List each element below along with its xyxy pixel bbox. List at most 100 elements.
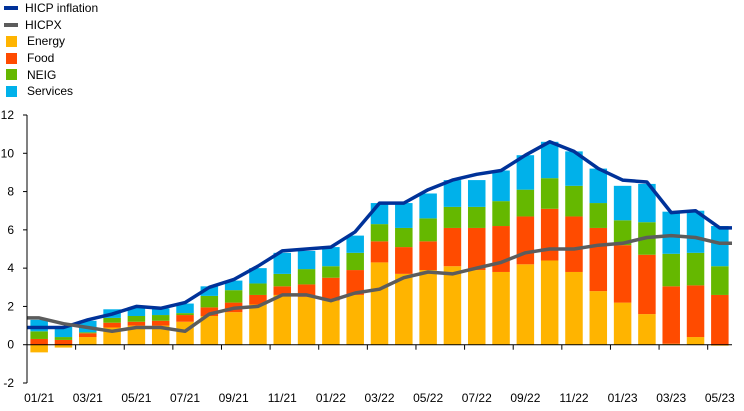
bar-neig	[370, 224, 389, 242]
bar-energy	[127, 325, 146, 345]
bar-neig	[249, 283, 267, 295]
bar-energy	[492, 271, 510, 345]
bar-food	[322, 277, 340, 301]
bar-neig	[419, 218, 437, 242]
bar-services	[176, 303, 194, 314]
bar-food	[30, 338, 48, 345]
legend-swatch	[4, 22, 18, 27]
legend-label: HICPX	[25, 17, 62, 32]
bar-services	[249, 268, 267, 284]
x-tick-label: 03/21	[73, 391, 103, 405]
x-tick-label: 01/22	[316, 391, 346, 405]
bar-food	[686, 285, 705, 338]
y-tick-label: 8	[7, 185, 14, 199]
x-tick-label: 07/22	[462, 391, 492, 405]
bar-food	[127, 321, 146, 326]
bar-services	[492, 170, 510, 202]
bar-services	[30, 319, 48, 332]
bar-energy	[151, 325, 170, 345]
y-tick-labels: -2 0 2 4 6 8 10 12	[1, 108, 15, 390]
bar-food	[443, 227, 462, 267]
bar-services	[273, 252, 292, 274]
bar-food	[516, 216, 535, 265]
bar-neig	[395, 227, 413, 248]
bar-services	[200, 286, 219, 296]
x-tick-labels: 01/21 03/21 05/21 07/21 09/21 11/21 01/22 03/22…	[24, 391, 735, 405]
bar-neig	[516, 189, 535, 217]
x-tick-label: 09/21	[219, 391, 249, 405]
legend-label: Food	[27, 51, 55, 66]
bar-neig	[662, 253, 680, 287]
line-hicp-inflation	[27, 140, 732, 330]
bar-food	[565, 216, 583, 272]
x-tick-label: 11/22	[559, 391, 588, 405]
bar-energy	[370, 262, 389, 345]
bar-services	[467, 180, 486, 207]
bar-services	[516, 155, 535, 190]
x-tick-label: 05/21	[121, 391, 151, 405]
legend-swatch	[4, 6, 18, 11]
bar-energy	[79, 337, 97, 345]
legend-label: Energy	[27, 34, 66, 49]
bar-services	[346, 235, 364, 253]
bar-food	[419, 241, 437, 271]
bar-neig	[79, 332, 97, 334]
y-tick-label: 10	[1, 146, 15, 160]
bar-food	[103, 322, 121, 328]
bar-energy	[297, 296, 316, 345]
bar-energy	[516, 264, 535, 345]
bar-food	[273, 286, 292, 295]
bar-food	[54, 339, 73, 345]
bar-food	[151, 320, 170, 326]
legend-item-food: Food	[4, 50, 98, 67]
bar-services	[370, 203, 389, 225]
bar-neig	[346, 252, 364, 271]
bar-energy	[273, 294, 292, 345]
bar-energy	[200, 316, 219, 345]
bar-energy	[30, 344, 48, 353]
x-tick-label: 03/22	[364, 391, 394, 405]
bar-food	[79, 333, 97, 338]
axes	[23, 114, 732, 384]
bar-neig	[467, 206, 486, 228]
legend-item-hicp-inflation: HICP inflation	[4, 0, 98, 17]
y-tick-label: 12	[1, 108, 15, 122]
bar-energy	[589, 291, 608, 345]
bar-food	[589, 227, 608, 292]
bar-neig	[30, 331, 48, 339]
bar-food	[346, 270, 364, 295]
legend: HICP inflation HICPX Energy Food NEIG Service…	[4, 0, 98, 100]
bar-food	[711, 294, 729, 345]
bar-energy	[613, 302, 632, 345]
bar-neig	[273, 273, 292, 287]
x-tick-label: 11/21	[268, 391, 297, 405]
bar-neig	[540, 178, 559, 209]
bar-services	[565, 151, 583, 186]
line-hicpx	[27, 233, 732, 334]
bar-food	[200, 307, 219, 316]
y-tick-label: 4	[7, 261, 14, 275]
bar-food	[395, 247, 413, 274]
bar-food	[249, 294, 267, 305]
x-tick-label: 03/23	[656, 391, 686, 405]
bar-energy	[443, 266, 462, 345]
bar-food	[638, 254, 656, 315]
bar-energy	[467, 270, 486, 345]
bar-energy	[322, 300, 340, 345]
bar-energy	[346, 294, 364, 345]
legend-item-hicpx: HICPX	[4, 17, 98, 34]
legend-label: HICP inflation	[25, 1, 99, 16]
bar-services	[297, 250, 316, 270]
bar-neig	[613, 220, 632, 246]
bar-services	[224, 280, 243, 291]
bar-food	[540, 208, 559, 261]
y-tick-label: 0	[7, 338, 14, 352]
bar-services	[662, 211, 680, 254]
bars	[30, 141, 729, 353]
bar-neig	[127, 316, 146, 322]
legend-item-energy: Energy	[4, 33, 98, 50]
bar-services	[540, 141, 559, 179]
bar-neig	[54, 337, 73, 340]
series-lines	[27, 140, 732, 334]
